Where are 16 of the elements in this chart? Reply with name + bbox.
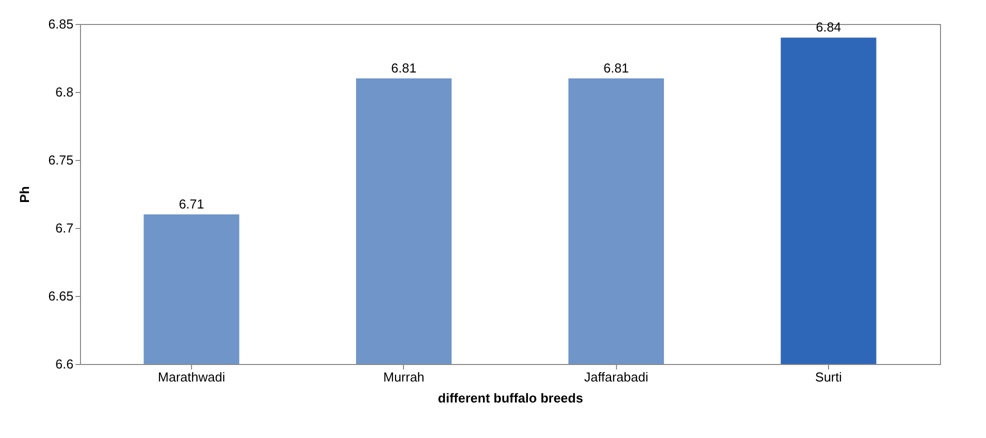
data-label: 6.81 (391, 60, 416, 76)
y-tick-label: 6.7 (55, 220, 74, 236)
y-axis-title: Ph (17, 186, 32, 203)
y-tick-label: 6.8 (55, 84, 74, 100)
x-tick-label: Surti (815, 370, 842, 384)
x-tick-label: Jaffarabadi (584, 370, 648, 384)
data-label: 6.84 (816, 20, 842, 35)
y-tick-label: 6.85 (48, 16, 74, 32)
x-tick-label: Marathwadi (158, 370, 226, 384)
data-label: 6.71 (178, 196, 204, 212)
data-label: 6.81 (604, 60, 629, 76)
y-tick-label: 6.6 (55, 356, 74, 372)
y-tick-label: 6.65 (48, 288, 74, 304)
y-tick-label: 6.75 (48, 152, 74, 168)
x-tick-label: Murrah (383, 370, 424, 384)
x-axis-title: different buffalo breeds (438, 390, 584, 406)
